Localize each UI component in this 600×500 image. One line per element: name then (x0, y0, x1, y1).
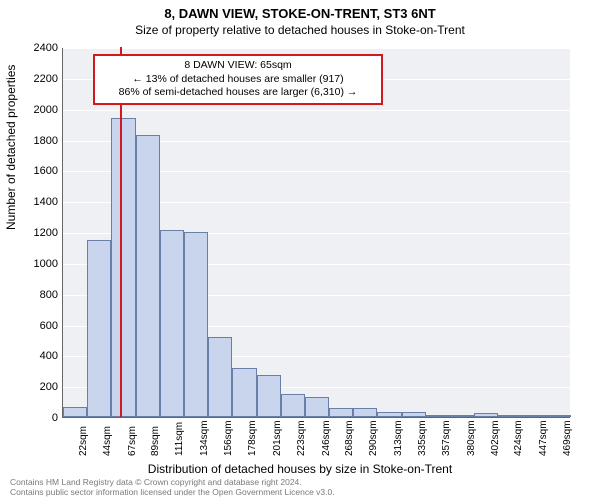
annotation-box: 8 DAWN VIEW: 65sqm ← 13% of detached hou… (93, 54, 383, 105)
x-tick-label: 447sqm (538, 420, 549, 456)
x-tick-label: 246sqm (321, 420, 332, 456)
x-tick-label: 44sqm (102, 426, 113, 456)
x-tick-label: 201sqm (272, 420, 283, 456)
annotation-line-2: ← 13% of detached houses are smaller (91… (101, 73, 375, 87)
histogram-bar (547, 415, 571, 417)
histogram-bar (402, 412, 426, 417)
x-tick-label: 67sqm (127, 426, 138, 456)
histogram-bar (498, 415, 522, 417)
histogram-plot: 8 DAWN VIEW: 65sqm ← 13% of detached hou… (62, 48, 570, 418)
histogram-bar (208, 337, 232, 417)
y-tick-label: 1400 (22, 196, 58, 208)
y-tick-label: 800 (22, 289, 58, 301)
histogram-bar (63, 407, 87, 417)
histogram-bar (305, 397, 329, 417)
histogram-bar (257, 375, 281, 417)
y-tick-label: 600 (22, 320, 58, 332)
annotation-line-1: 8 DAWN VIEW: 65sqm (101, 59, 375, 73)
histogram-bar (426, 415, 450, 417)
x-tick-label: 156sqm (223, 420, 234, 456)
x-tick-label: 380sqm (466, 420, 477, 456)
x-tick-label: 134sqm (199, 420, 210, 456)
x-tick-label: 223sqm (296, 420, 307, 456)
x-tick-label: 111sqm (174, 422, 185, 456)
histogram-bar (377, 412, 401, 417)
y-tick-label: 1600 (22, 165, 58, 177)
y-axis-label: Number of detached properties (4, 65, 18, 230)
x-tick-label: 313sqm (393, 420, 404, 456)
gridline (63, 48, 570, 49)
x-tick-label: 89sqm (150, 426, 161, 456)
y-tick-label: 0 (22, 412, 58, 424)
x-tick-label: 268sqm (344, 420, 355, 456)
chart-title: 8, DAWN VIEW, STOKE-ON-TRENT, ST3 6NT (0, 0, 600, 21)
histogram-bar (353, 408, 377, 417)
histogram-bar (160, 230, 184, 417)
histogram-bar (523, 415, 547, 417)
annotation-line-3: 86% of semi-detached houses are larger (… (101, 86, 375, 100)
x-tick-label: 402sqm (490, 420, 501, 456)
histogram-bar (450, 415, 474, 417)
x-tick-label: 357sqm (441, 420, 452, 456)
y-tick-label: 2400 (22, 42, 58, 54)
footer-line-2: Contains public sector information licen… (10, 488, 335, 498)
y-tick-label: 200 (22, 381, 58, 393)
y-tick-label: 1800 (22, 135, 58, 147)
x-axis-label: Distribution of detached houses by size … (0, 462, 600, 476)
x-tick-label: 469sqm (562, 420, 573, 456)
footer-attribution: Contains HM Land Registry data © Crown c… (10, 478, 335, 498)
y-tick-label: 2000 (22, 104, 58, 116)
histogram-bar (184, 232, 208, 417)
x-tick-label: 290sqm (368, 420, 379, 456)
x-tick-label: 22sqm (78, 426, 89, 456)
y-tick-label: 2200 (22, 73, 58, 85)
x-tick-label: 178sqm (247, 420, 258, 456)
y-tick-label: 400 (22, 350, 58, 362)
histogram-bar (111, 118, 135, 417)
histogram-bar (474, 413, 498, 417)
histogram-bar (329, 408, 353, 417)
histogram-bar (87, 240, 111, 417)
chart-subtitle: Size of property relative to detached ho… (0, 21, 600, 37)
y-tick-label: 1200 (22, 227, 58, 239)
x-tick-label: 335sqm (417, 420, 428, 456)
histogram-bar (136, 135, 160, 417)
gridline (63, 110, 570, 111)
histogram-bar (232, 368, 256, 417)
y-tick-label: 1000 (22, 258, 58, 270)
x-tick-label: 424sqm (513, 420, 524, 456)
histogram-bar (281, 394, 305, 417)
